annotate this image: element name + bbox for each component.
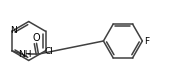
Text: O: O	[32, 33, 40, 43]
Text: Cl: Cl	[45, 47, 54, 56]
Text: N: N	[10, 26, 16, 35]
Text: F: F	[144, 37, 149, 46]
Text: NH: NH	[18, 50, 32, 59]
